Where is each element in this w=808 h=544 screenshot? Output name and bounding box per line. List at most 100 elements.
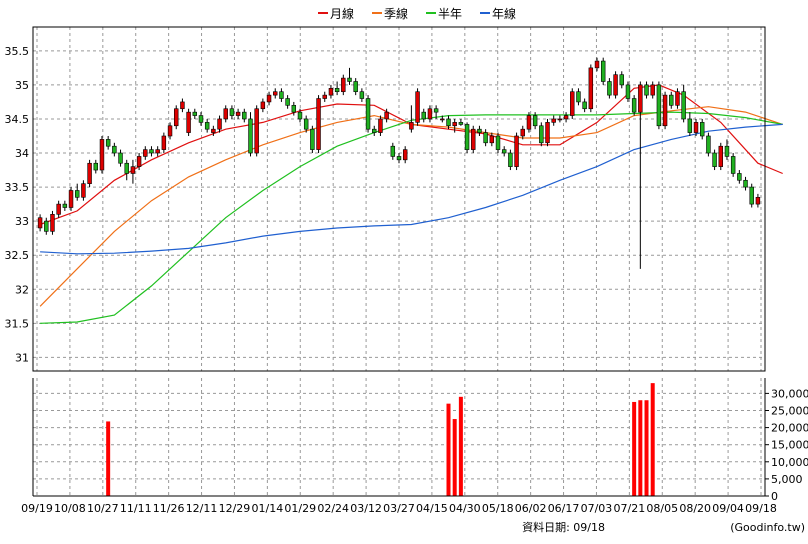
- date-tick-label: 06/17: [548, 502, 580, 515]
- candle-body: [211, 129, 215, 132]
- candle-body: [700, 122, 704, 136]
- candle-body: [57, 204, 61, 214]
- date-tick-label: 01/29: [284, 502, 316, 515]
- date-tick-label: 08/05: [646, 502, 678, 515]
- volume-tick-label: 30,000: [771, 387, 808, 400]
- candle-body: [589, 68, 593, 109]
- candle-body: [521, 129, 525, 136]
- price-tick-label: 32.5: [5, 249, 30, 262]
- candle-body: [255, 109, 259, 153]
- volume-tick-label: 20,000: [771, 422, 808, 435]
- candle-body: [459, 122, 463, 124]
- candle-body: [162, 136, 166, 150]
- candle-body: [744, 180, 748, 187]
- candle-body: [280, 92, 284, 99]
- candle-body: [688, 119, 692, 133]
- candle-body: [81, 184, 85, 198]
- candle-body: [731, 156, 735, 173]
- candle-body: [88, 163, 92, 183]
- candle-body: [156, 150, 160, 153]
- date-tick-label: 03/12: [350, 502, 382, 515]
- candle-body: [403, 150, 407, 160]
- candle-body: [422, 112, 426, 119]
- date-tick-label: 04/15: [416, 502, 448, 515]
- candle-body: [205, 122, 209, 129]
- candle-body: [218, 119, 222, 129]
- candle-body: [242, 112, 246, 119]
- legend-label-年線: 年線: [492, 6, 516, 21]
- candle-body: [379, 119, 383, 133]
- candle-body: [69, 190, 73, 207]
- candle-body: [199, 116, 203, 123]
- volume-tick-label: 25,000: [771, 404, 808, 417]
- footer-date-label: 資料日期: 09/18: [522, 520, 605, 534]
- candle-body: [100, 139, 104, 170]
- candle-body: [174, 109, 178, 126]
- candle-body: [620, 75, 624, 85]
- candle-body: [577, 92, 581, 102]
- volume-bar: [645, 400, 649, 496]
- candle-body: [298, 112, 302, 119]
- volume-bar: [459, 397, 463, 496]
- candle-body: [44, 221, 48, 231]
- candle-body: [595, 61, 599, 68]
- candle-body: [478, 129, 482, 132]
- volume-bar: [453, 419, 457, 496]
- candle-body: [614, 75, 618, 95]
- price-tick-label: 33: [15, 215, 29, 228]
- volume-bar: [106, 421, 110, 496]
- legend-label-半年: 半年: [438, 7, 462, 21]
- candle-body: [552, 119, 556, 122]
- candle-body: [94, 163, 98, 170]
- candle-body: [601, 61, 605, 81]
- price-tick-label: 33.5: [5, 181, 30, 194]
- candle-body: [447, 119, 451, 126]
- candle-body: [669, 95, 673, 105]
- candle-body: [38, 218, 42, 228]
- date-tick-label: 10/27: [87, 502, 119, 515]
- candle-body: [416, 92, 420, 123]
- candle-body: [440, 119, 444, 120]
- candle-body: [187, 112, 191, 132]
- candle-body: [632, 99, 636, 113]
- candle-body: [75, 190, 79, 197]
- candle-body: [465, 124, 469, 149]
- candle-body: [638, 85, 642, 112]
- candle-body: [112, 146, 116, 153]
- candle-body: [267, 95, 271, 102]
- candle-body: [224, 109, 228, 119]
- candle-body: [706, 136, 710, 153]
- candle-body: [502, 150, 506, 153]
- price-tick-label: 31.5: [5, 317, 30, 330]
- candle-body: [150, 150, 154, 153]
- candle-body: [304, 119, 308, 129]
- candle-body: [193, 112, 197, 115]
- candle-body: [490, 136, 494, 143]
- candle-body: [626, 85, 630, 99]
- candle-body: [310, 129, 314, 149]
- candle-body: [558, 119, 562, 120]
- candle-body: [607, 81, 611, 95]
- candle-body: [106, 139, 110, 146]
- date-tick-label: 03/27: [383, 502, 415, 515]
- price-tick-label: 34.5: [5, 113, 30, 126]
- candle-body: [471, 129, 475, 149]
- candle-body: [539, 126, 543, 143]
- volume-bar: [447, 404, 451, 496]
- candle-body: [51, 214, 55, 231]
- candle-body: [496, 136, 500, 150]
- price-tick-label: 31: [15, 351, 29, 364]
- candle-body: [341, 78, 345, 92]
- candle-body: [125, 163, 129, 173]
- date-tick-label: 10/08: [54, 502, 86, 515]
- volume-tick-label: 5,000: [771, 473, 803, 486]
- candle-body: [527, 116, 531, 130]
- candle-body: [453, 122, 457, 125]
- candle-body: [181, 102, 185, 109]
- candle-body: [273, 92, 277, 95]
- candle-body: [508, 153, 512, 167]
- date-tick-label: 07/03: [581, 502, 613, 515]
- candle-body: [354, 81, 358, 91]
- date-tick-label: 12/29: [219, 502, 251, 515]
